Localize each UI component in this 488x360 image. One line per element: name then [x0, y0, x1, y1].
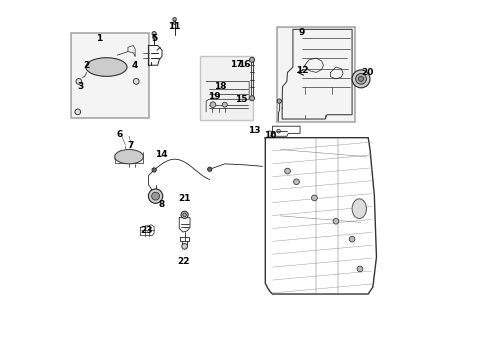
Circle shape [152, 36, 155, 39]
Text: 13: 13 [248, 126, 260, 135]
Text: 16: 16 [238, 60, 250, 69]
Circle shape [133, 78, 139, 84]
Text: 10: 10 [264, 131, 276, 140]
Text: 2: 2 [82, 62, 89, 71]
Circle shape [207, 167, 211, 171]
Text: 17: 17 [229, 60, 242, 69]
Text: 5: 5 [151, 34, 157, 43]
Circle shape [249, 57, 254, 62]
Text: 20: 20 [360, 68, 372, 77]
Ellipse shape [115, 149, 143, 164]
Ellipse shape [351, 199, 366, 219]
Circle shape [277, 99, 281, 103]
Circle shape [152, 32, 156, 36]
Circle shape [210, 102, 215, 108]
Circle shape [152, 168, 156, 172]
Bar [199, 56, 252, 120]
Circle shape [151, 192, 159, 200]
Text: 19: 19 [207, 92, 220, 101]
Circle shape [75, 109, 81, 115]
Circle shape [183, 213, 186, 217]
Circle shape [348, 236, 354, 242]
Circle shape [249, 96, 254, 101]
Text: 6: 6 [116, 130, 122, 139]
Text: 3: 3 [77, 82, 83, 91]
Circle shape [332, 219, 338, 224]
Text: 1: 1 [96, 34, 102, 43]
Text: 4: 4 [132, 61, 138, 70]
Circle shape [181, 211, 188, 219]
Text: 14: 14 [155, 150, 167, 159]
Text: 22: 22 [177, 257, 189, 266]
Ellipse shape [85, 58, 127, 76]
Text: 23: 23 [141, 226, 153, 235]
Bar [277, 27, 354, 122]
Circle shape [293, 179, 299, 185]
Circle shape [148, 189, 163, 203]
Text: 9: 9 [298, 28, 305, 37]
Circle shape [351, 70, 369, 88]
Circle shape [311, 195, 317, 201]
Text: 8: 8 [158, 200, 164, 209]
Text: 11: 11 [168, 22, 181, 31]
Bar [70, 33, 148, 118]
Text: 21: 21 [178, 194, 190, 203]
Circle shape [356, 266, 362, 272]
Circle shape [172, 18, 176, 21]
Circle shape [222, 102, 227, 107]
Circle shape [182, 243, 187, 249]
Circle shape [76, 78, 81, 84]
Text: 15: 15 [235, 95, 247, 104]
Circle shape [173, 22, 176, 24]
Text: 7: 7 [127, 141, 134, 150]
Circle shape [358, 76, 363, 81]
Text: 18: 18 [213, 82, 226, 91]
Text: 12: 12 [295, 66, 307, 75]
Circle shape [284, 168, 290, 174]
Circle shape [355, 73, 366, 84]
